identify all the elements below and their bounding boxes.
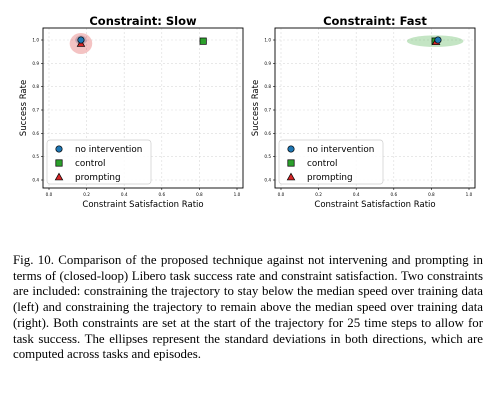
data-point-no-intervention — [77, 36, 85, 44]
legend-marker-prompting — [54, 172, 64, 181]
data-point-no-intervention — [434, 36, 442, 44]
y-axis-label: Success Rate — [251, 80, 261, 136]
legend-label: control — [307, 159, 338, 169]
x-tick-label: 0.6 — [390, 192, 397, 197]
legend-label: no intervention — [75, 145, 142, 155]
x-tick-label: 0.6 — [158, 192, 165, 197]
y-tick-label: 0.5 — [32, 154, 39, 159]
plot-frame — [42, 27, 244, 189]
figure: Constraint: Slow 0.4 0.5 0.6 0.7 0.8 0.9 1.0 0.0… — [19, 14, 476, 210]
y-tick-label: 0.7 — [32, 108, 39, 113]
y-tick-label: 0.7 — [264, 108, 271, 113]
legend-marker-control — [55, 159, 63, 167]
y-tick-label: 0.5 — [264, 154, 271, 159]
y-tick-label: 0.6 — [32, 131, 39, 136]
chart-panel-2: Constraint: Fast 0.4 0.5 0.6 0.7 0.8 0.9 1.0 0.0… — [251, 14, 476, 210]
chart-title: Constraint: Slow — [89, 14, 197, 28]
plot-frame — [274, 27, 476, 189]
chart-panel-1: Constraint: Slow 0.4 0.5 0.6 0.7 0.8 0.9 1.0 0.0… — [19, 14, 244, 210]
y-tick-label: 0.8 — [32, 84, 39, 89]
x-tick-label: 0.4 — [121, 192, 128, 197]
x-tick-label: 0.8 — [428, 192, 435, 197]
x-tick-label: 0.0 — [278, 192, 285, 197]
legend-marker-no-intervention — [55, 145, 63, 153]
x-tick-label: 0.2 — [315, 192, 322, 197]
y-tick-label: 0.9 — [32, 61, 39, 66]
legend-box — [46, 139, 152, 185]
x-tick-label: 1.0 — [466, 192, 473, 197]
y-tick-label: 0.8 — [264, 84, 271, 89]
y-tick-label: 0.6 — [264, 131, 271, 136]
legend-marker-control — [287, 159, 295, 167]
x-tick-label: 0.4 — [353, 192, 360, 197]
legend-label: prompting — [307, 173, 353, 183]
legend-label: no intervention — [307, 145, 374, 155]
figure-caption: Fig. 10. Comparison of the proposed tech… — [13, 253, 483, 362]
legend-box — [278, 139, 384, 185]
legend-label: prompting — [75, 173, 121, 183]
y-tick-label: 0.4 — [32, 178, 39, 183]
x-tick-label: 0.2 — [83, 192, 90, 197]
x-axis-label: Constraint Satisfaction Ratio — [314, 200, 435, 210]
y-tick-label: 1.0 — [264, 38, 271, 43]
x-tick-label: 0.0 — [46, 192, 53, 197]
y-tick-label: 0.9 — [264, 61, 271, 66]
y-tick-label: 0.4 — [264, 178, 271, 183]
data-point-control — [199, 37, 207, 45]
x-axis-label: Constraint Satisfaction Ratio — [82, 200, 203, 210]
legend-label: control — [75, 159, 106, 169]
x-tick-label: 0.8 — [196, 192, 203, 197]
legend-marker-no-intervention — [287, 145, 295, 153]
legend-marker-prompting — [286, 172, 296, 181]
chart-title: Constraint: Fast — [323, 14, 427, 28]
x-tick-label: 1.0 — [234, 192, 241, 197]
y-axis-label: Success Rate — [19, 80, 29, 136]
y-tick-label: 1.0 — [32, 38, 39, 43]
